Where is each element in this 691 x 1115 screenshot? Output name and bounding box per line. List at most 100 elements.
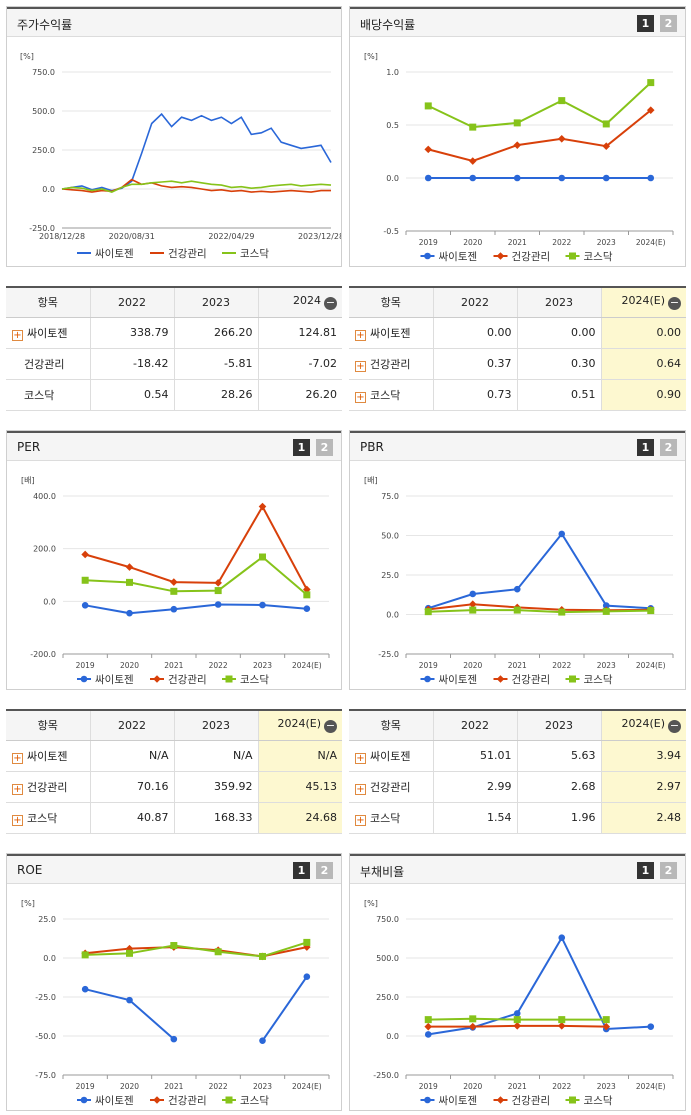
data-point[interactable]: [558, 934, 566, 942]
data-point[interactable]: [557, 134, 566, 143]
data-point[interactable]: [647, 79, 655, 87]
legend-item[interactable]: 싸이토젠: [77, 1095, 134, 1107]
data-point[interactable]: [569, 1096, 576, 1104]
data-point[interactable]: [125, 563, 134, 571]
data-point[interactable]: [225, 675, 233, 683]
period-button-2[interactable]: 2: [316, 439, 333, 456]
data-point[interactable]: [80, 675, 88, 683]
legend-item[interactable]: 싸이토젠: [77, 674, 134, 686]
expand-plus-icon[interactable]: +: [355, 360, 366, 372]
expand-plus-icon[interactable]: +: [355, 752, 366, 764]
expand-plus-icon[interactable]: +: [355, 814, 366, 826]
data-point[interactable]: [170, 578, 178, 586]
data-point[interactable]: [214, 601, 222, 608]
data-point[interactable]: [513, 141, 522, 149]
data-point[interactable]: [469, 123, 477, 131]
data-point[interactable]: [126, 609, 133, 617]
data-point[interactable]: [126, 996, 133, 1004]
legend-item[interactable]: 건강관리: [150, 1095, 207, 1107]
data-point[interactable]: [424, 252, 431, 260]
data-point[interactable]: [558, 174, 566, 182]
data-point[interactable]: [513, 1010, 521, 1017]
period-button-2[interactable]: 2: [660, 862, 677, 879]
data-point[interactable]: [496, 1096, 505, 1104]
period-button-1[interactable]: 1: [293, 862, 310, 879]
data-point[interactable]: [424, 145, 433, 154]
data-point[interactable]: [259, 553, 266, 561]
data-point[interactable]: [126, 949, 133, 957]
legend-item[interactable]: 코스닥: [565, 674, 613, 686]
data-point[interactable]: [569, 252, 576, 260]
collapse-icon[interactable]: −: [668, 719, 681, 734]
data-point[interactable]: [303, 973, 311, 981]
data-point[interactable]: [513, 174, 521, 182]
collapse-icon[interactable]: −: [324, 296, 337, 311]
collapse-icon[interactable]: −: [668, 296, 681, 311]
data-point[interactable]: [469, 606, 477, 614]
data-point[interactable]: [153, 1096, 161, 1104]
data-point[interactable]: [153, 675, 161, 683]
data-point[interactable]: [647, 174, 655, 182]
data-point[interactable]: [424, 675, 431, 683]
data-point[interactable]: [558, 97, 566, 105]
data-point[interactable]: [170, 942, 178, 950]
data-point[interactable]: [513, 606, 521, 614]
data-point[interactable]: [214, 579, 222, 587]
data-point[interactable]: [259, 601, 266, 609]
data-point[interactable]: [303, 605, 311, 613]
data-point[interactable]: [602, 1016, 610, 1024]
period-button-2[interactable]: 2: [660, 15, 677, 32]
legend-item[interactable]: 건강관리: [150, 248, 207, 260]
data-point[interactable]: [513, 1022, 522, 1030]
expand-plus-icon[interactable]: +: [12, 814, 23, 826]
expand-plus-icon[interactable]: +: [355, 329, 366, 341]
legend-item[interactable]: 싸이토젠: [420, 1095, 478, 1107]
data-point[interactable]: [558, 608, 566, 616]
data-point[interactable]: [424, 174, 432, 182]
data-point[interactable]: [602, 1022, 611, 1031]
expand-plus-icon[interactable]: +: [355, 391, 366, 403]
data-point[interactable]: [81, 550, 89, 559]
legend-item[interactable]: 코스닥: [565, 251, 613, 263]
data-point[interactable]: [170, 587, 178, 595]
data-point[interactable]: [557, 1022, 566, 1030]
legend-item[interactable]: 코스닥: [565, 1095, 613, 1107]
data-point[interactable]: [647, 1023, 655, 1030]
data-point[interactable]: [513, 585, 521, 593]
data-point[interactable]: [424, 608, 432, 616]
data-point[interactable]: [647, 607, 655, 615]
data-point[interactable]: [303, 591, 311, 599]
legend-item[interactable]: 건강관리: [493, 1095, 551, 1107]
data-point[interactable]: [602, 602, 610, 609]
data-point[interactable]: [468, 1022, 477, 1031]
period-button-2[interactable]: 2: [316, 862, 333, 879]
data-point[interactable]: [81, 951, 89, 959]
legend-item[interactable]: 싸이토젠: [77, 248, 134, 260]
data-point[interactable]: [469, 1015, 477, 1023]
period-button-1[interactable]: 1: [637, 15, 654, 32]
collapse-icon[interactable]: −: [324, 719, 337, 734]
data-point[interactable]: [259, 952, 266, 960]
expand-plus-icon[interactable]: +: [12, 783, 23, 795]
period-button-1[interactable]: 1: [637, 439, 654, 456]
data-point[interactable]: [214, 948, 222, 956]
data-point[interactable]: [569, 675, 576, 683]
data-point[interactable]: [558, 1016, 566, 1024]
legend-item[interactable]: 코스닥: [222, 248, 269, 260]
expand-plus-icon[interactable]: +: [355, 783, 366, 795]
data-point[interactable]: [81, 985, 89, 993]
data-point[interactable]: [170, 1035, 178, 1043]
period-button-2[interactable]: 2: [660, 439, 677, 456]
data-point[interactable]: [81, 601, 89, 609]
expand-plus-icon[interactable]: +: [12, 752, 23, 764]
data-point[interactable]: [126, 578, 133, 586]
data-point[interactable]: [170, 605, 178, 613]
data-point[interactable]: [513, 119, 521, 127]
data-point[interactable]: [468, 157, 477, 165]
data-point[interactable]: [468, 600, 477, 609]
data-point[interactable]: [469, 590, 477, 598]
legend-item[interactable]: 건강관리: [493, 251, 551, 263]
data-point[interactable]: [259, 1037, 266, 1044]
data-point[interactable]: [469, 174, 477, 182]
data-point[interactable]: [602, 607, 610, 615]
